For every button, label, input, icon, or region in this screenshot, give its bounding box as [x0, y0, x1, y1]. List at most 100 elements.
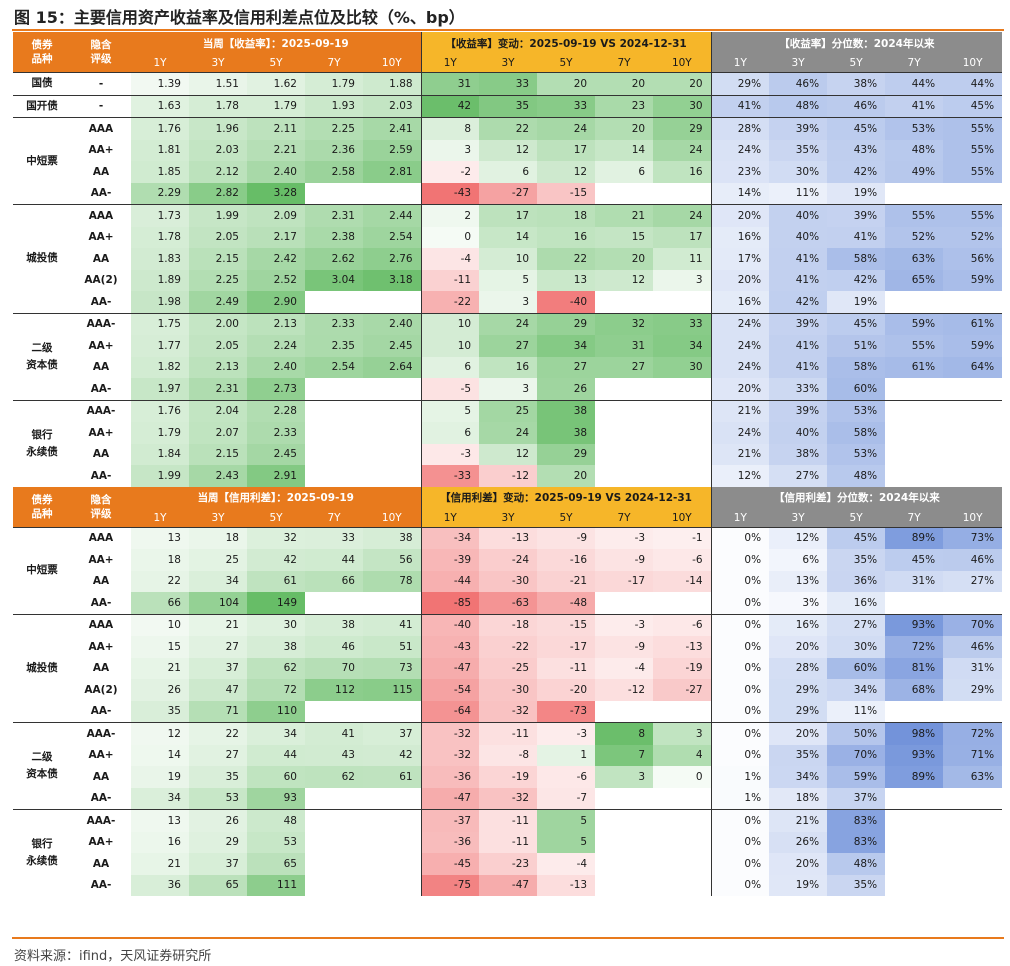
- percentile-cell: 24%: [710, 312, 770, 335]
- value-cell: 1.81: [131, 139, 189, 161]
- value-cell: 18: [189, 526, 247, 549]
- percentile-cell: [885, 875, 943, 897]
- table-row: AA- 34 53 93 -47 -32 -7 1% 18% 37%: [13, 787, 1002, 810]
- value-cell: 34: [247, 722, 305, 745]
- tenor-header: 5Y: [827, 508, 886, 527]
- change-cell: -47: [479, 874, 538, 896]
- tenor-header: 1Y: [131, 508, 189, 527]
- percentile-cell: [943, 422, 1002, 444]
- change-cell: -85: [420, 592, 480, 614]
- percentile-cell: 63%: [885, 248, 944, 270]
- change-cell: [653, 399, 712, 422]
- value-cell: 33: [305, 526, 363, 549]
- value-cell: 62: [305, 766, 363, 788]
- change-cell: -11: [537, 657, 596, 679]
- percentile-cell: 40%: [769, 204, 828, 227]
- percentile-cell: 59%: [943, 269, 1003, 291]
- percentile-cell: 29%: [710, 72, 770, 95]
- change-cell: [653, 832, 711, 854]
- tenor-header: 1Y: [420, 508, 480, 527]
- percentile-cell: [943, 291, 1002, 313]
- bond-type-cell: 城投债: [13, 613, 71, 723]
- value-cell: 2.17: [247, 226, 305, 248]
- percentile-cell: 72%: [943, 722, 1003, 745]
- value-cell: 1.84: [131, 443, 189, 465]
- value-cell: 65: [247, 853, 305, 875]
- change-cell: [595, 832, 653, 854]
- percentile-cell: 48%: [769, 94, 828, 118]
- value-cell: [363, 832, 421, 854]
- value-cell: 46: [305, 636, 363, 658]
- table-row: 银行 永续债 AAA- 1.76 2.04 2.28 5 25 38 21% 39% 53%: [13, 399, 1003, 487]
- percentile-cell: 40%: [769, 422, 828, 444]
- change-cell: -4: [595, 657, 654, 679]
- change-cell: -14: [653, 570, 712, 592]
- bond-type-cell: 银行 永续债: [13, 399, 71, 487]
- percentile-cell: [943, 444, 1002, 466]
- value-cell: 16: [131, 831, 189, 853]
- change-cell: -4: [537, 853, 596, 875]
- percentile-cell: 11%: [769, 182, 828, 205]
- percentile-cell: 42%: [827, 161, 886, 183]
- percentile-cell: 21%: [710, 443, 770, 465]
- value-cell: [305, 853, 363, 875]
- percentile-cell: 0%: [710, 744, 770, 766]
- percentile-cell: 65%: [885, 269, 944, 291]
- change-cell: -54: [420, 679, 480, 701]
- tenor-header: 7Y: [305, 54, 363, 73]
- percentile-cell: 70%: [943, 613, 1003, 636]
- rating-cell: AA: [92, 575, 110, 588]
- change-cell: -75: [420, 874, 480, 896]
- percentile-cell: 44%: [943, 72, 1003, 95]
- bond-type-cell: 二级 资本债: [13, 722, 71, 810]
- rating-cell: AA-: [90, 187, 112, 200]
- value-cell: 1.62: [247, 72, 305, 95]
- table-body: 债券 品种 隐含 评级 当周【收益率】：2025-09-19 【收益率】变动：2025…: [13, 32, 1003, 897]
- table-row: AA- 66 104 149 -85 -63 -48 0% 3% 16%: [13, 592, 1002, 614]
- change-cell: -32: [420, 744, 480, 766]
- value-cell: 2.11: [247, 117, 305, 140]
- change-cell: -18: [479, 613, 538, 636]
- change-cell: -15: [537, 182, 596, 205]
- change-cell: -17: [537, 636, 596, 658]
- value-cell: 2.25: [189, 269, 247, 291]
- group-header-percentile: 【信用利差】分位数：2024年以来: [710, 486, 1003, 509]
- percentile-cell: 24%: [710, 356, 770, 378]
- percentile-cell: 20%: [769, 722, 828, 745]
- value-cell: 13: [131, 809, 189, 832]
- change-cell: -64: [420, 700, 480, 723]
- change-cell: -63: [479, 592, 538, 614]
- value-cell: 2.33: [247, 422, 305, 444]
- value-cell: 2.12: [189, 161, 247, 183]
- change-cell: -3: [595, 526, 654, 549]
- value-cell: 21: [131, 657, 189, 679]
- value-cell: 2.13: [247, 312, 305, 335]
- value-cell: 2.05: [189, 226, 247, 248]
- percentile-cell: 13%: [769, 570, 828, 592]
- percentile-cell: 44%: [885, 72, 944, 95]
- value-cell: [363, 399, 422, 422]
- value-cell: 1.78: [189, 94, 247, 118]
- change-cell: 34: [537, 335, 596, 357]
- change-cell: -44: [420, 570, 480, 592]
- value-cell: 30: [247, 613, 305, 636]
- percentile-cell: 58%: [827, 422, 886, 444]
- value-cell: 70: [305, 657, 363, 679]
- percentile-cell: 40%: [769, 226, 828, 248]
- change-cell: 1: [537, 744, 596, 766]
- change-cell: 16: [537, 226, 596, 248]
- percentile-cell: 0%: [710, 570, 770, 592]
- change-cell: -21: [537, 570, 596, 592]
- rating-cell: AA+: [88, 836, 114, 849]
- change-cell: 32: [595, 312, 654, 335]
- percentile-cell: 30%: [769, 161, 828, 183]
- change-cell: -22: [479, 636, 538, 658]
- percentile-cell: 42%: [827, 269, 886, 291]
- bond-type-header: 债券 品种: [13, 32, 71, 73]
- rating-cell: AAA: [71, 204, 131, 227]
- percentile-cell: 37%: [827, 787, 886, 810]
- value-cell: 2.41: [363, 117, 422, 140]
- percentile-cell: 24%: [710, 422, 770, 444]
- percentile-cell: 41%: [769, 248, 828, 270]
- percentile-cell: 83%: [827, 831, 886, 853]
